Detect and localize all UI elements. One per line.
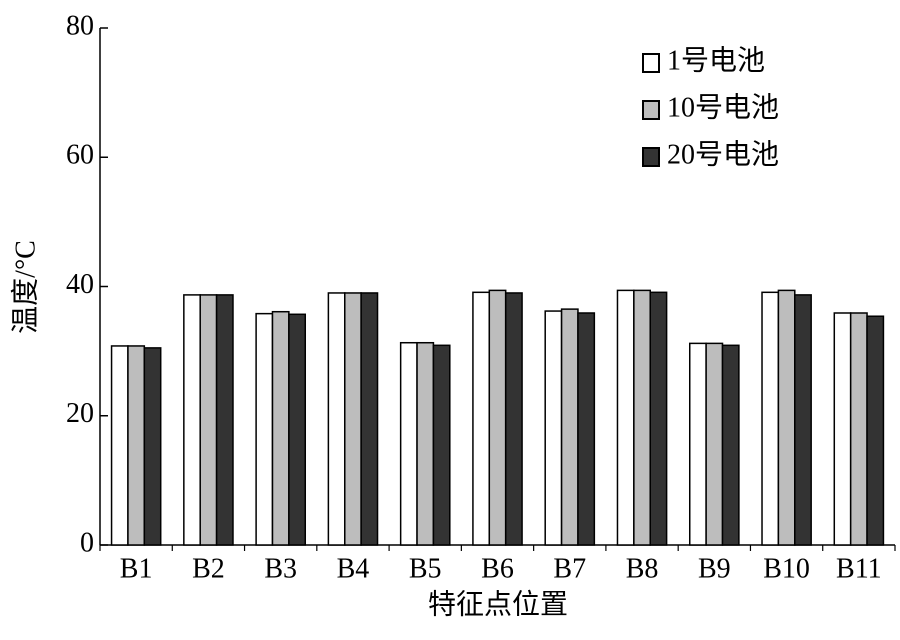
bar [288, 313, 307, 546]
bar [360, 292, 379, 546]
bar [183, 294, 201, 546]
bar [271, 310, 290, 546]
bar [688, 342, 707, 546]
bar [560, 308, 579, 546]
y-tick-label: 40 [66, 269, 94, 300]
bar [416, 341, 435, 546]
bar [327, 292, 346, 546]
bar [110, 345, 129, 546]
x-tick-label: B6 [481, 553, 514, 584]
x-tick-label: B10 [763, 553, 810, 584]
legend-swatch [642, 147, 660, 167]
bar [833, 312, 852, 546]
x-tick-label: B8 [626, 553, 659, 584]
x-tick-label: B4 [337, 553, 370, 584]
bar [399, 341, 418, 546]
bar [127, 345, 146, 546]
bar [432, 344, 451, 546]
bar [504, 292, 523, 546]
x-tick-label: B9 [698, 553, 731, 584]
legend-swatch [642, 53, 660, 73]
bar [633, 289, 651, 546]
bar [199, 294, 218, 546]
y-axis-title: 温度/°C [9, 240, 41, 334]
x-tick-label: B3 [264, 553, 297, 584]
y-tick-label: 0 [80, 527, 94, 558]
legend-label: 1号电池 [667, 44, 765, 76]
y-tick-label: 60 [66, 140, 94, 171]
bar [544, 310, 563, 546]
bar [866, 315, 885, 546]
bar [472, 291, 491, 546]
bar [215, 294, 234, 546]
bar [849, 312, 868, 546]
legend-swatch [642, 100, 660, 120]
bar [721, 344, 740, 546]
bar [488, 289, 507, 546]
bar [649, 291, 668, 546]
x-tick-label: B5 [409, 553, 442, 584]
bar [255, 312, 274, 546]
bar [705, 342, 724, 546]
legend-label: 10号电池 [667, 91, 779, 123]
bar [761, 291, 780, 546]
x-tick-label: B7 [553, 553, 586, 584]
bar [143, 347, 162, 546]
x-tick-label: B1 [120, 553, 153, 584]
legend-label: 20号电池 [667, 138, 779, 170]
bar [577, 312, 596, 546]
x-axis-title: 特征点位置 [428, 588, 568, 620]
y-tick-label: 80 [66, 10, 94, 41]
bar [344, 292, 362, 546]
y-tick-label: 20 [66, 398, 94, 429]
x-tick-label: B2 [192, 553, 225, 584]
bar [616, 289, 635, 546]
x-tick-label: B11 [836, 553, 882, 584]
bar [777, 289, 796, 546]
bar [794, 294, 812, 546]
